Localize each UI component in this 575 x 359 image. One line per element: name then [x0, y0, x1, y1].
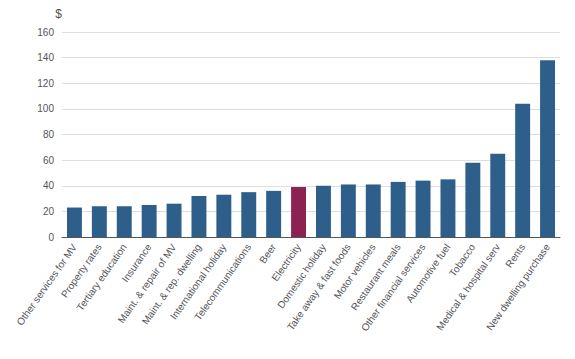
- svg-text:Rents: Rents: [503, 242, 527, 270]
- svg-text:100: 100: [37, 103, 54, 114]
- svg-text:0: 0: [48, 232, 54, 243]
- svg-text:Maint. & repair of MV: Maint. & repair of MV: [115, 241, 179, 326]
- svg-text:Domestic holiday: Domestic holiday: [275, 241, 328, 311]
- svg-text:New dwelling purchase: New dwelling purchase: [484, 241, 552, 332]
- svg-text:40: 40: [43, 180, 55, 191]
- svg-text:Other financial services: Other financial services: [358, 241, 428, 334]
- svg-text:Tertiary education: Tertiary education: [74, 241, 129, 313]
- svg-text:International holiday: International holiday: [168, 241, 229, 322]
- svg-text:Motor vehicles: Motor vehicles: [331, 241, 378, 301]
- svg-text:20: 20: [43, 206, 55, 217]
- svg-text:$: $: [55, 7, 62, 21]
- svg-text:Electricity: Electricity: [269, 241, 304, 284]
- svg-text:Beer: Beer: [257, 241, 279, 265]
- svg-text:160: 160: [37, 27, 54, 38]
- svg-text:Maint. & rep. dwelling: Maint. & rep. dwelling: [139, 241, 204, 327]
- svg-text:Other services for MV: Other services for MV: [14, 241, 79, 328]
- svg-text:Insurance: Insurance: [119, 241, 154, 285]
- svg-text:Take away & fast foods: Take away & fast foods: [284, 241, 353, 333]
- svg-text:Telecommunications: Telecommunications: [192, 242, 253, 323]
- svg-text:120: 120: [37, 78, 54, 89]
- svg-text:Property rates: Property rates: [58, 241, 104, 300]
- svg-text:140: 140: [37, 52, 54, 63]
- svg-text:Restaurant meals: Restaurant meals: [348, 241, 403, 313]
- svg-text:80: 80: [43, 129, 55, 140]
- svg-text:Automotive fuel: Automotive fuel: [404, 242, 453, 305]
- svg-text:Tobacco: Tobacco: [447, 241, 478, 279]
- svg-text:60: 60: [43, 155, 55, 166]
- svg-text:Medical & hospital serv: Medical & hospital serv: [434, 241, 503, 333]
